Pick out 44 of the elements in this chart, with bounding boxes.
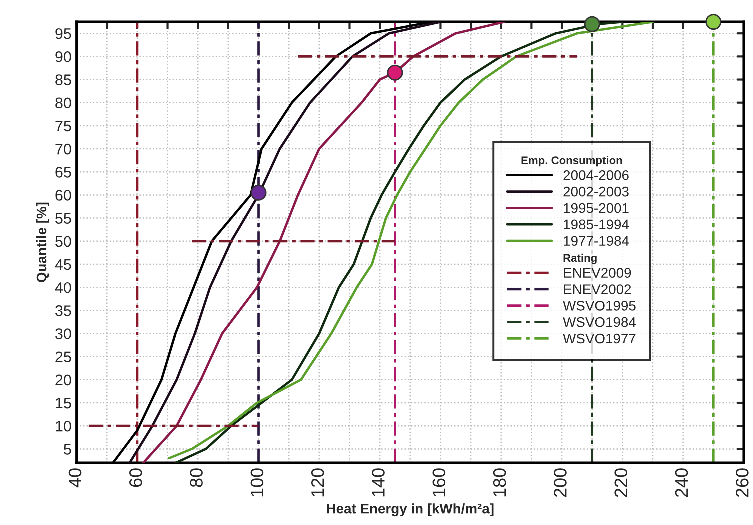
x-tick-label: 100 <box>250 468 264 497</box>
x-tick-label: 240 <box>675 468 688 498</box>
legend-label: 1995-2001 <box>564 203 629 214</box>
x-tick-label: 260 <box>736 468 749 498</box>
y-tick-label: 10 <box>56 420 72 432</box>
y-tick-label: 50 <box>56 236 72 248</box>
legend-label: 1977-1984 <box>564 236 630 246</box>
y-tick-label: 45 <box>55 260 72 270</box>
y-tick-label: 75 <box>56 120 72 132</box>
y-tick-label: 20 <box>56 374 72 386</box>
y-tick-label: 95 <box>56 28 72 40</box>
y-tick-label: 25 <box>56 352 72 363</box>
y-tick-label: 85 <box>56 74 72 86</box>
legend-label: WSVO1977 <box>563 334 636 344</box>
legend-label: 1985-1994 <box>564 220 630 230</box>
legend-label: 2004-2006 <box>564 170 629 180</box>
y-tick-label: 60 <box>56 190 72 201</box>
legend-label: WSVO1995 <box>563 301 636 311</box>
y-tick-label: 30 <box>56 328 72 340</box>
x-tick-label: 140 <box>372 468 385 497</box>
y-tick-label: 55 <box>56 213 72 224</box>
y-tick-label: 70 <box>56 144 72 155</box>
y-axis-title: Quantile [%] <box>36 202 50 282</box>
legend-label: WSVO1984 <box>563 317 636 328</box>
y-tick-label: 65 <box>56 166 72 178</box>
legend-label: ENEV2009 <box>564 268 632 278</box>
y-tick-label: 80 <box>56 98 72 109</box>
y-tick-label: 5 <box>64 444 72 455</box>
x-tick-label: 60 <box>130 468 142 488</box>
x-tick-label: 180 <box>493 468 506 497</box>
x-axis-title: Heat Energy in [kWh/m²a] <box>327 504 494 517</box>
legend-label: 2002-2003 <box>564 186 629 197</box>
x-tick-label: 220 <box>614 468 628 498</box>
y-tick-label: 15 <box>56 398 72 409</box>
y-tick-label: 40 <box>55 282 72 294</box>
x-tick-label: 200 <box>554 468 567 498</box>
y-tick-label: 90 <box>56 52 72 62</box>
y-tick-label: 35 <box>56 306 72 316</box>
x-tick-label: 80 <box>190 468 203 488</box>
x-tick-label: 160 <box>432 468 446 497</box>
x-tick-label: 120 <box>311 468 324 497</box>
legend-title: Emp. Consumption <box>522 156 622 167</box>
legend-label: ENEV2002 <box>564 284 632 294</box>
annotation: Rating <box>564 254 597 264</box>
